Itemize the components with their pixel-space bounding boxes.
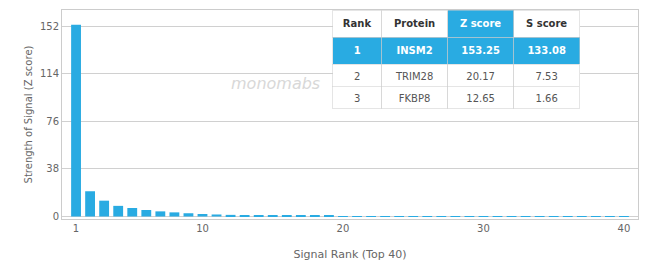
svg-text:Rank: Rank (343, 18, 372, 29)
svg-text:30: 30 (477, 223, 490, 234)
svg-text:40: 40 (618, 223, 631, 234)
svg-text:20: 20 (337, 223, 350, 234)
svg-text:Strength of Signal (Z score): Strength of Signal (Z score) (23, 45, 34, 183)
svg-text:monomabs: monomabs (231, 74, 320, 93)
svg-text:12.65: 12.65 (466, 93, 495, 104)
svg-text:20.17: 20.17 (466, 71, 495, 82)
svg-text:Protein: Protein (394, 18, 435, 29)
svg-text:114: 114 (40, 68, 59, 79)
svg-text:Z score: Z score (460, 18, 501, 29)
svg-text:133.08: 133.08 (527, 45, 566, 56)
svg-text:152: 152 (40, 21, 59, 32)
svg-text:3: 3 (354, 93, 360, 104)
svg-text:TRIM28: TRIM28 (395, 71, 433, 82)
svg-text:FKBP8: FKBP8 (399, 93, 431, 104)
svg-text:10: 10 (196, 223, 209, 234)
svg-text:7.53: 7.53 (536, 71, 558, 82)
svg-text:2: 2 (354, 71, 360, 82)
svg-text:1: 1 (354, 45, 361, 56)
svg-text:38: 38 (46, 163, 59, 174)
svg-text:INSM2: INSM2 (396, 45, 432, 56)
svg-text:1: 1 (73, 223, 79, 234)
svg-text:0: 0 (53, 211, 59, 222)
svg-text:153.25: 153.25 (461, 45, 500, 56)
svg-text:1.66: 1.66 (536, 93, 558, 104)
svg-text:S score: S score (526, 18, 567, 29)
svg-text:76: 76 (46, 116, 59, 127)
svg-text:Signal Rank (Top 40): Signal Rank (Top 40) (294, 248, 407, 261)
